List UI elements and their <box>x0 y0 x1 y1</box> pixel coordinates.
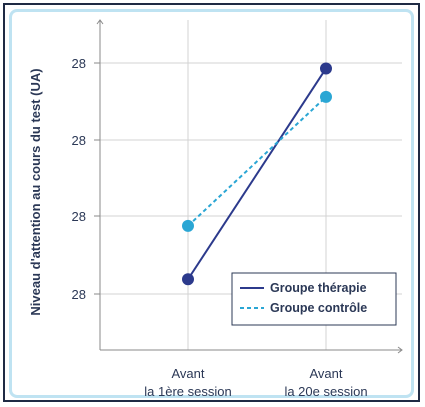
series-line-0 <box>187 67 327 280</box>
legend-label-1: Groupe contrôle <box>270 301 367 315</box>
data-point-1-0 <box>182 219 194 232</box>
y-tick-label-1: 28 <box>72 133 86 148</box>
legend-label-0: Groupe thérapie <box>270 281 367 295</box>
data-point-0-0 <box>182 273 194 286</box>
x-tick-label-0-0: Avant <box>171 366 204 381</box>
x-tick-label-1-1: la 20e session <box>284 384 367 399</box>
y-axis-arrow <box>96 19 104 25</box>
inner-frame <box>9 9 414 398</box>
data-point-0-1 <box>320 62 332 75</box>
y-tick-label-0: 28 <box>72 56 86 71</box>
y-axis-title: Niveau d'attention au cours du test (UA) <box>28 68 43 315</box>
x-axis-arrow <box>397 346 403 354</box>
x-tick-label-0-1: la 1ère session <box>144 384 231 399</box>
y-tick-label-3: 28 <box>72 287 86 302</box>
legend-box <box>231 272 397 326</box>
data-point-1-1 <box>320 90 332 103</box>
x-tick-label-1-0: Avant <box>309 366 342 381</box>
y-tick-label-2: 28 <box>72 209 86 224</box>
series-line-1 <box>187 96 327 227</box>
